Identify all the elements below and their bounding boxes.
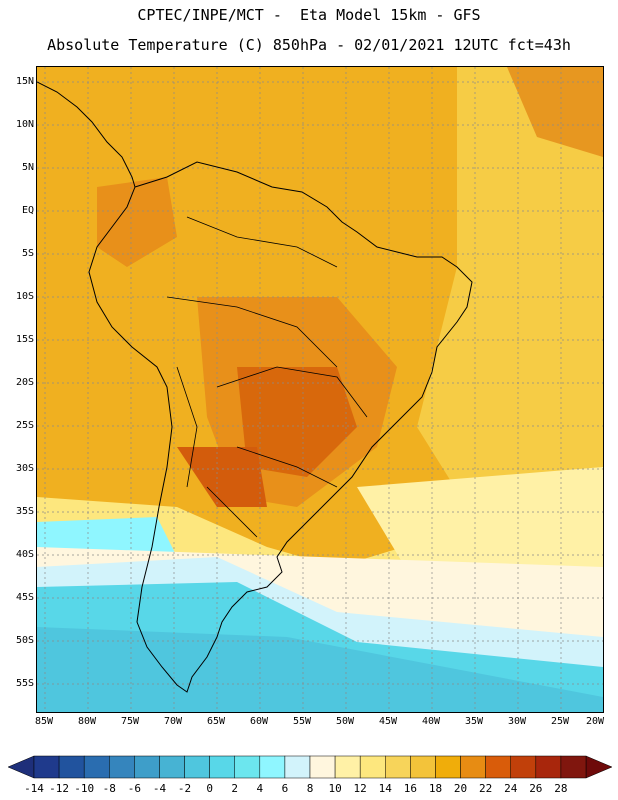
temperature-map [36,66,604,713]
lon-label: 40W [421,716,441,727]
legend-swatch [460,755,486,779]
legend-label: 6 [281,782,289,795]
legend-label: 20 [453,782,468,795]
lat-label: 15S [15,334,34,345]
legend-label: 24 [504,782,518,795]
title-line-2: Absolute Temperature (C) 850hPa - 02/01/… [47,36,571,54]
legend-label: 14 [378,782,392,795]
legend-label: -2 [177,782,192,795]
legend-swatch [259,755,286,779]
lon-label: 25W [550,716,570,727]
legend-label: 22 [479,782,493,795]
legend-label: 26 [529,782,543,795]
legend-swatch [159,755,185,779]
legend-swatch [109,755,135,779]
legend-swatch [385,755,411,779]
legend-swatch [359,755,386,779]
legend-label: 4 [256,782,264,795]
legend-swatch [284,755,311,779]
legend-swatch [560,755,587,779]
lat-label: 10S [15,291,34,302]
lat-label: 45S [15,592,34,603]
legend-label: 10 [328,782,342,795]
legend-swatch [435,755,461,779]
lon-label: 30W [507,716,527,727]
legend-swatch [234,755,261,779]
legend-label: 0 [206,782,213,795]
legend-label: -6 [127,782,141,795]
legend-label: 12 [353,782,367,795]
lat-label: EQ [21,205,34,216]
legend-swatch [410,755,436,779]
legend-label: -10 [74,782,95,795]
coastline-central-america [37,81,136,188]
lon-label: 70W [163,716,183,727]
legend-swatch [58,755,85,779]
legend-label: 2 [231,782,239,795]
lat-label: 50S [15,635,34,646]
lat-label: 55S [15,678,34,689]
legend-swatch [184,755,210,779]
legend-label: -12 [49,782,70,795]
legend-label: -8 [102,782,116,795]
lon-label: 85W [34,716,54,727]
legend-label: -4 [152,782,167,795]
lon-label: 50W [335,716,355,727]
legend-swatch [535,755,562,779]
lon-label: 35W [464,716,484,727]
legend-label: 28 [554,782,568,795]
legend-swatch [485,755,511,779]
title-line-1: CPTEC/INPE/MCT - Eta Model 15km - GFS [137,6,481,24]
lat-label: 30S [15,463,34,474]
lat-label: 25S [15,420,34,431]
lat-label: 5N [21,162,34,173]
legend-swatch [134,755,160,779]
lon-label: 55W [292,716,312,727]
lon-label: 65W [206,716,226,727]
lat-label: 5S [21,248,34,259]
lat-label: 20S [15,377,34,388]
legend-swatch [334,755,361,779]
lon-label: 80W [77,716,97,727]
legend-label: 18 [428,782,443,795]
lon-label: 75W [120,716,140,727]
coastline-south-america [88,161,473,693]
lat-label: 40S [15,549,34,560]
legend-label: -14 [24,782,44,795]
borders [166,216,368,538]
lon-label: 45W [378,716,398,727]
legend-swatch [209,755,235,779]
lon-label: 20W [585,716,605,727]
legend-swatch [33,755,60,779]
lat-label: 10N [15,119,34,130]
color-legend [8,755,612,779]
legend-swatch [83,755,110,779]
legend-swatch [510,755,537,779]
legend-label: 8 [306,782,314,795]
legend-label: 16 [403,782,417,795]
lat-label: 35S [15,506,34,517]
lat-label: 15N [15,76,34,87]
lon-label: 60W [249,716,269,727]
legend-swatch [309,755,336,779]
